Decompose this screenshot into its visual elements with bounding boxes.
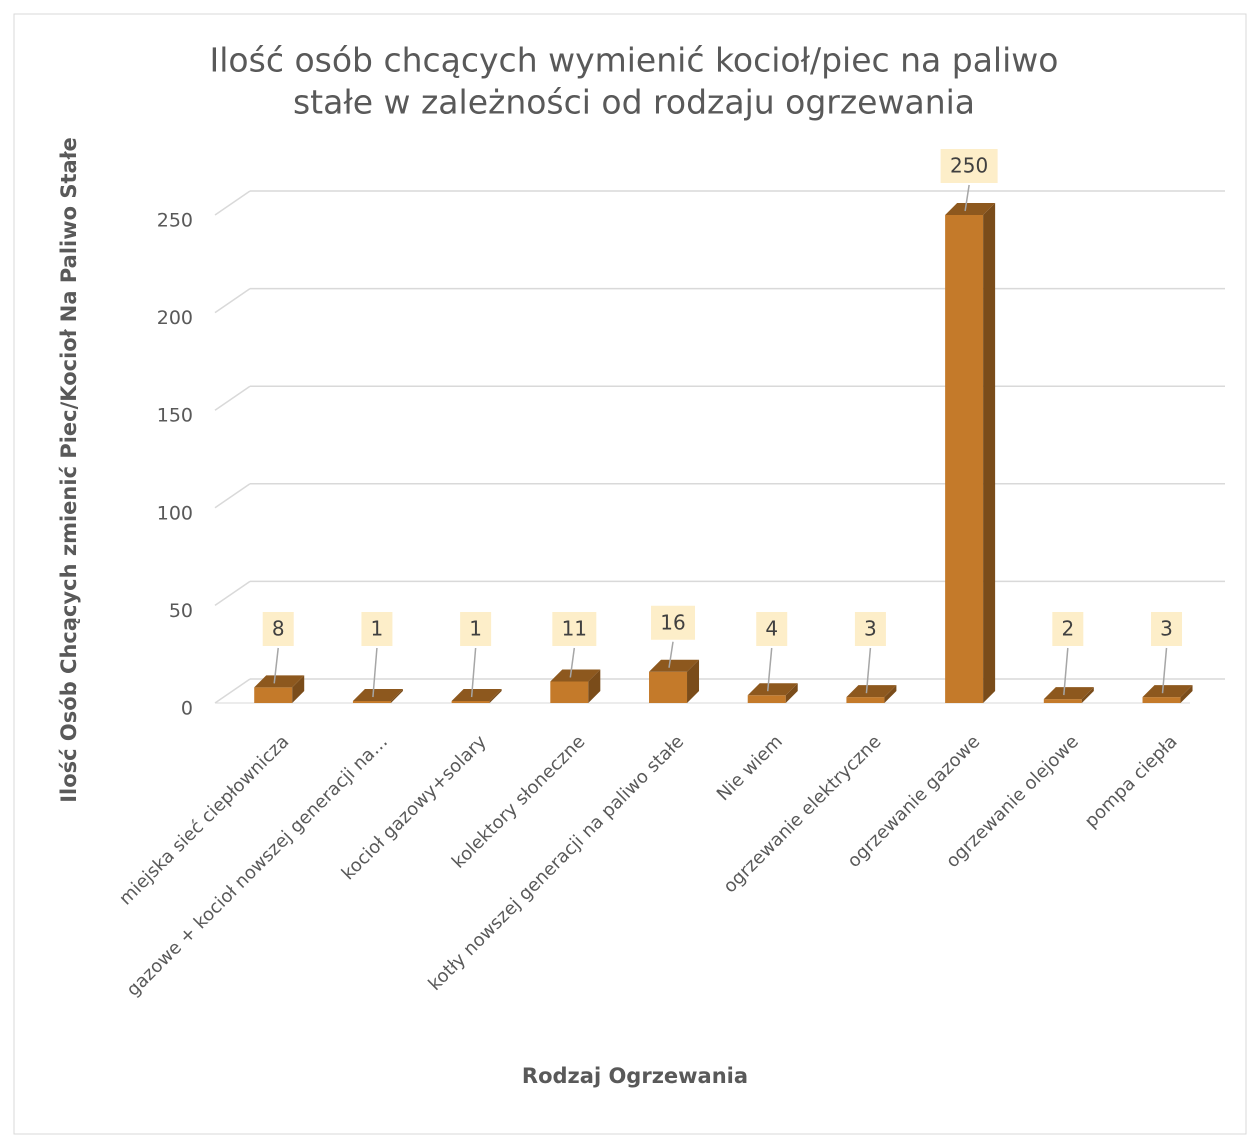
leader-line <box>470 647 477 698</box>
data-label-box <box>1151 612 1183 646</box>
leader-line <box>372 647 378 698</box>
bar-top <box>1142 685 1193 698</box>
grid-line-side <box>214 580 251 607</box>
y-tick-label: 100 <box>157 502 193 524</box>
bar-side <box>390 689 403 703</box>
data-label-box <box>552 612 597 646</box>
leader-line <box>273 647 279 684</box>
chart-title: stałe w zależności od rodzaju ogrzewania <box>293 83 975 122</box>
bar-front <box>747 695 786 703</box>
chart-title: Ilość osób chcących wymienić kocioł/piec… <box>210 41 1059 80</box>
bar-side <box>1081 687 1094 703</box>
bar-top <box>1043 687 1094 700</box>
data-label-box <box>1052 612 1084 646</box>
bar-top <box>352 689 403 702</box>
chart-border <box>13 13 1247 1135</box>
leader-line <box>766 647 773 692</box>
y-tick-label: 0 <box>181 698 193 720</box>
bar <box>846 685 897 703</box>
y-tick-label: 50 <box>169 600 193 622</box>
bar-top <box>451 689 502 702</box>
grid-line-side <box>214 385 251 411</box>
bar <box>451 689 502 703</box>
y-tick-label: 150 <box>157 405 193 427</box>
bar-front <box>254 687 293 703</box>
bar <box>550 669 601 703</box>
y-tick-label: 200 <box>157 307 193 329</box>
data-label: 1 <box>469 617 482 641</box>
bar <box>945 203 996 703</box>
data-label-box <box>651 605 696 640</box>
data-label-box <box>940 149 998 183</box>
grid-line-side <box>214 190 251 216</box>
x-axis-title: Rodzaj Ogrzewania <box>522 1064 748 1088</box>
bar <box>649 659 700 703</box>
leader-line <box>1063 647 1069 696</box>
bar <box>1142 685 1193 703</box>
bar-top <box>846 685 897 698</box>
data-label: 11 <box>562 617 587 641</box>
data-label: 3 <box>1160 617 1173 641</box>
bar-side <box>884 685 897 703</box>
grid-line-side <box>214 483 251 509</box>
data-label-box <box>854 612 886 646</box>
bar-top <box>254 675 305 688</box>
data-label-box <box>460 612 492 646</box>
data-label: 16 <box>660 610 685 634</box>
bar-front <box>945 215 984 703</box>
data-label: 2 <box>1061 617 1074 641</box>
grid-line-side <box>214 678 251 704</box>
y-axis-title: Ilość Osób Chcących zmienić Piec/Kocioł … <box>57 137 81 803</box>
data-label-box <box>262 612 294 646</box>
bar <box>352 689 403 703</box>
bar-top <box>747 683 798 696</box>
grid-line-side <box>214 287 251 314</box>
bar-front <box>649 671 688 703</box>
bar <box>747 683 798 703</box>
bar <box>254 675 305 703</box>
bar-top <box>945 203 996 215</box>
bar-front <box>352 701 391 703</box>
bar-side <box>687 659 700 703</box>
leader-line <box>1161 647 1168 694</box>
data-label: 3 <box>864 617 877 641</box>
data-label: 4 <box>765 617 778 641</box>
data-label-box <box>756 612 788 646</box>
bar-side <box>588 669 601 703</box>
bar-side <box>292 675 305 703</box>
bar-top <box>550 669 601 682</box>
data-label: 250 <box>950 154 988 178</box>
bar <box>1043 687 1094 703</box>
bar-front <box>846 697 885 703</box>
bar-side <box>1180 685 1193 703</box>
bar-top <box>649 659 700 672</box>
leader-line <box>569 647 576 678</box>
bar-front <box>550 681 589 703</box>
data-label-box <box>361 612 393 646</box>
bar-front <box>1043 699 1082 703</box>
bar-side <box>489 689 502 703</box>
data-label: 8 <box>272 617 285 641</box>
y-tick-label: 250 <box>157 210 193 232</box>
leader-line <box>964 184 970 212</box>
bar-side <box>983 203 996 703</box>
bar-front <box>1142 697 1181 703</box>
bar-front <box>451 701 490 703</box>
bar-side <box>785 683 798 703</box>
leader-line <box>668 641 674 668</box>
leader-line <box>865 647 872 694</box>
data-label: 1 <box>371 617 384 641</box>
